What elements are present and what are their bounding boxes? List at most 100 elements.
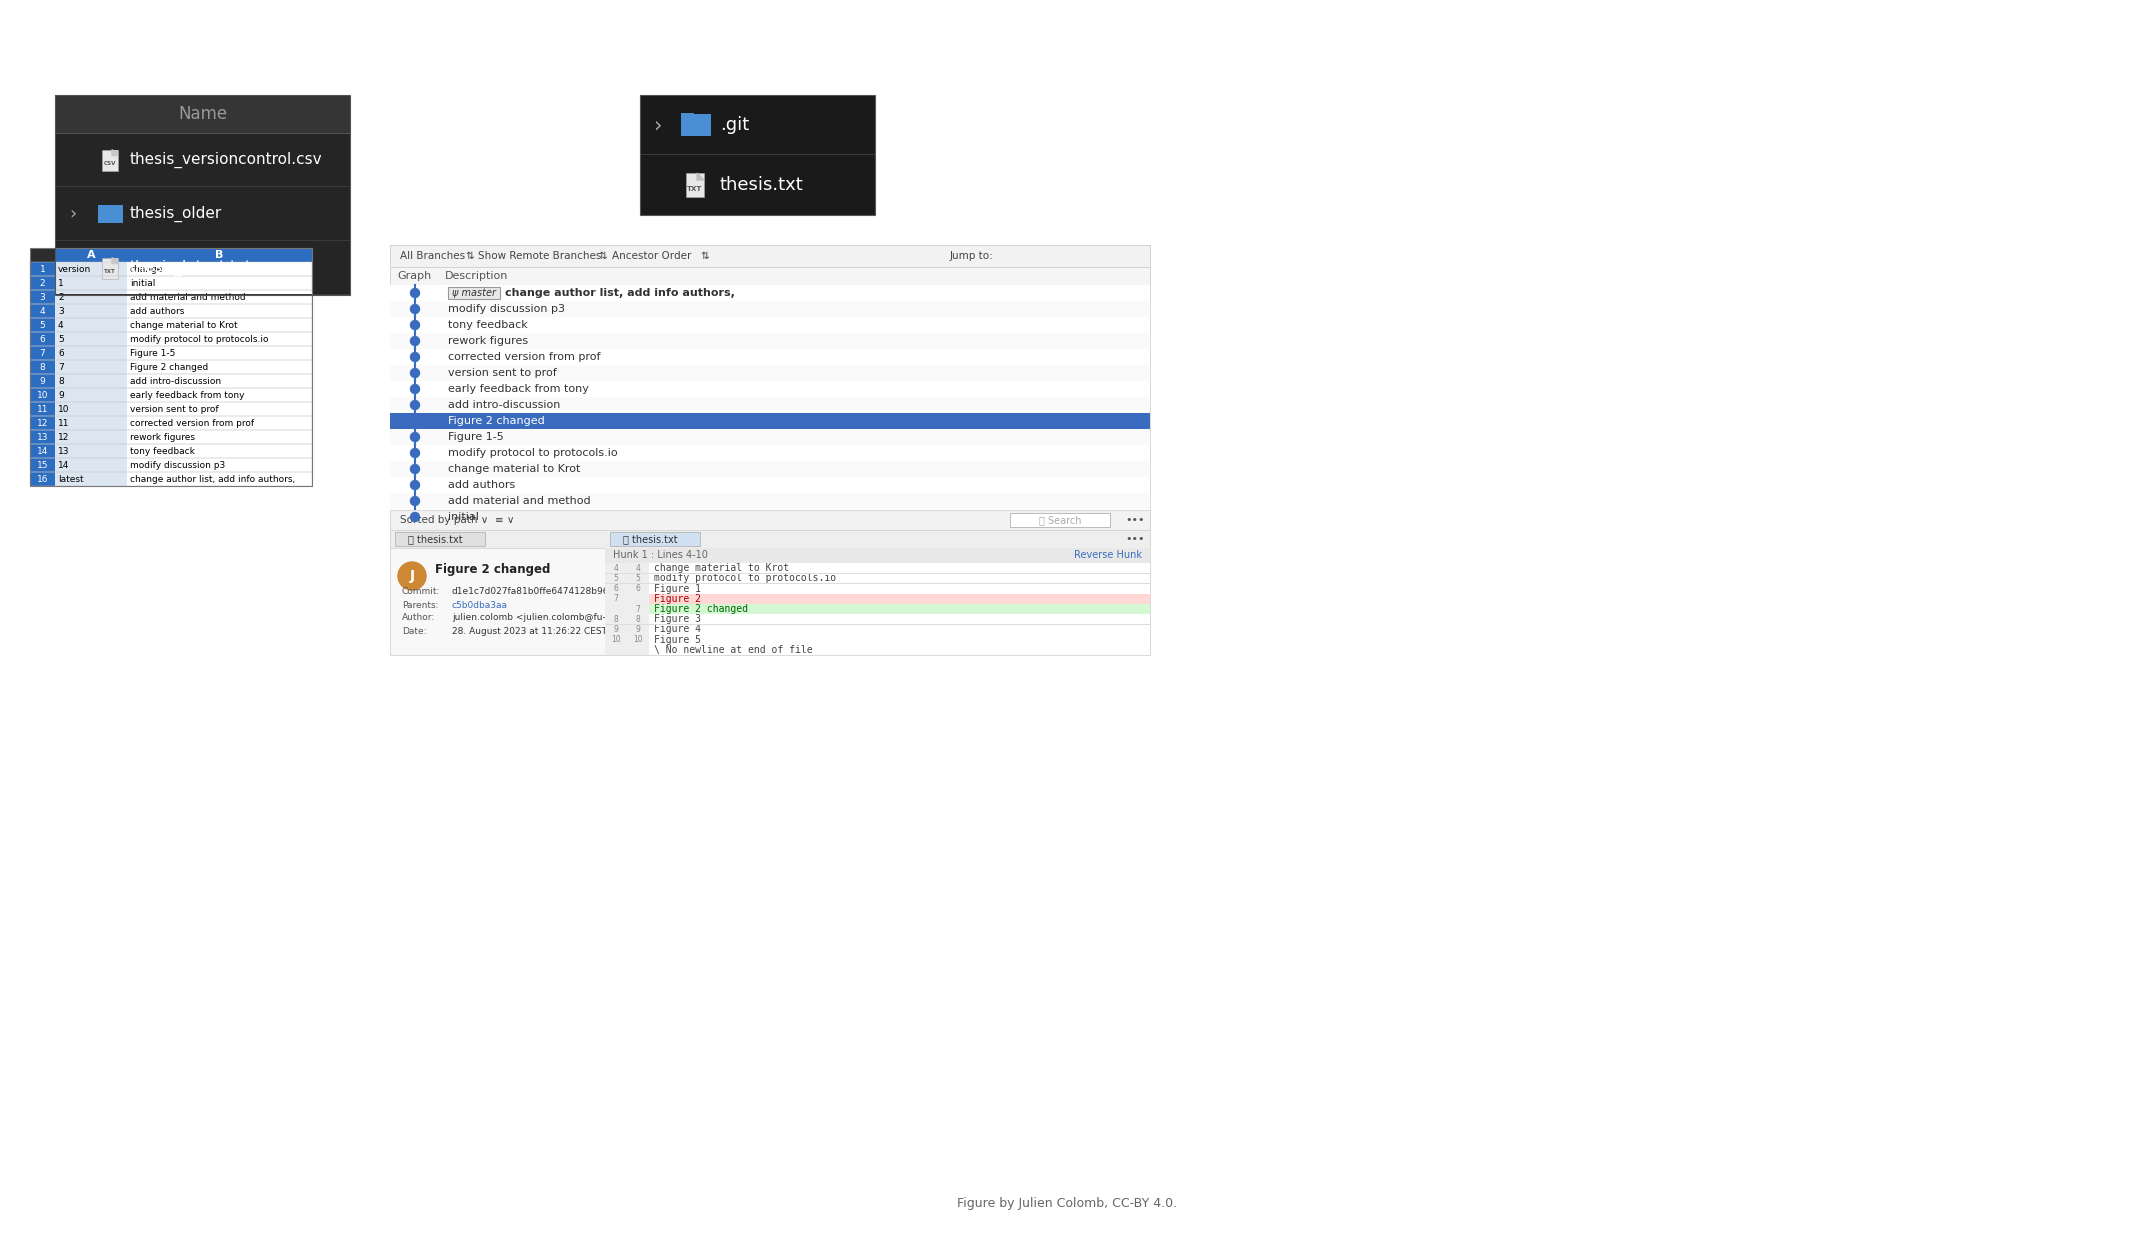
Bar xyxy=(628,594,649,603)
Circle shape xyxy=(410,353,418,362)
Bar xyxy=(126,429,312,444)
Text: rework figures: rework figures xyxy=(130,432,194,442)
Bar xyxy=(126,402,312,416)
Bar xyxy=(30,276,312,290)
Text: tony feedback: tony feedback xyxy=(130,447,194,455)
Bar xyxy=(628,574,649,584)
Circle shape xyxy=(410,448,418,458)
Polygon shape xyxy=(696,173,705,180)
Bar xyxy=(604,615,628,624)
Bar xyxy=(604,563,628,574)
Text: 8: 8 xyxy=(636,615,640,623)
Text: thesis.txt: thesis.txt xyxy=(719,176,803,194)
Bar xyxy=(98,205,109,209)
Text: ⇅: ⇅ xyxy=(598,251,606,262)
Bar xyxy=(56,444,126,458)
Text: 14: 14 xyxy=(36,447,49,455)
Text: 10: 10 xyxy=(611,636,621,644)
Bar xyxy=(30,444,312,458)
Text: add material and method: add material and method xyxy=(130,292,246,301)
Bar xyxy=(391,445,1151,462)
Text: Figure 4: Figure 4 xyxy=(653,624,700,634)
Text: Graph: Graph xyxy=(397,271,431,281)
Text: Reverse Hunk: Reverse Hunk xyxy=(1074,550,1142,560)
Text: 13: 13 xyxy=(36,432,49,442)
Bar xyxy=(1010,513,1110,527)
Bar xyxy=(111,258,117,264)
Bar xyxy=(30,387,312,402)
Text: Name: Name xyxy=(177,105,226,123)
Text: change: change xyxy=(130,264,164,274)
Circle shape xyxy=(410,337,418,346)
Text: Ancestor Order: Ancestor Order xyxy=(613,251,692,262)
Bar xyxy=(126,290,312,304)
Bar xyxy=(391,429,1151,445)
Text: change material to Krot: change material to Krot xyxy=(448,464,581,474)
Circle shape xyxy=(410,385,418,394)
Bar xyxy=(56,402,126,416)
Text: 5: 5 xyxy=(58,334,64,343)
Bar xyxy=(628,624,649,634)
Bar xyxy=(448,288,500,299)
Text: 1: 1 xyxy=(58,279,64,288)
Text: •••: ••• xyxy=(1125,515,1144,524)
Bar xyxy=(126,374,312,387)
Text: 6: 6 xyxy=(58,348,64,358)
Bar xyxy=(126,360,312,374)
Bar xyxy=(604,645,628,655)
Bar xyxy=(391,478,1151,494)
Bar xyxy=(30,429,56,444)
Text: 3: 3 xyxy=(58,306,64,316)
Text: 📄 thesis.txt: 📄 thesis.txt xyxy=(408,534,463,544)
Bar xyxy=(391,246,1151,267)
Bar xyxy=(628,603,649,615)
Bar xyxy=(126,471,312,486)
Bar xyxy=(56,262,126,276)
Bar xyxy=(604,548,1151,655)
Text: 7: 7 xyxy=(58,363,64,371)
Text: 3: 3 xyxy=(41,292,45,301)
Bar xyxy=(126,262,312,276)
Bar xyxy=(30,471,56,486)
Bar xyxy=(30,332,312,346)
Bar xyxy=(56,304,126,318)
Bar xyxy=(604,645,1151,655)
Text: 10: 10 xyxy=(58,405,70,413)
Bar xyxy=(681,114,711,136)
Bar xyxy=(30,332,56,346)
Bar xyxy=(681,114,694,118)
Text: early feedback from tony: early feedback from tony xyxy=(130,390,246,400)
Bar xyxy=(628,615,649,624)
Bar xyxy=(56,290,126,304)
Circle shape xyxy=(410,432,418,442)
Text: corrected version from prof: corrected version from prof xyxy=(448,352,600,362)
Text: modify protocol to protocols.io: modify protocol to protocols.io xyxy=(130,334,269,343)
Text: change author list, add info authors,: change author list, add info authors, xyxy=(506,288,734,297)
Text: 9: 9 xyxy=(636,624,640,634)
Circle shape xyxy=(410,369,418,378)
Text: .git: .git xyxy=(719,116,749,135)
Bar xyxy=(126,318,312,332)
Bar xyxy=(126,387,312,402)
Text: add authors: add authors xyxy=(448,480,515,490)
Text: ψ master: ψ master xyxy=(453,288,495,297)
Text: 6: 6 xyxy=(41,334,45,343)
Text: 9: 9 xyxy=(41,376,45,385)
Bar xyxy=(391,529,1151,548)
Bar xyxy=(628,584,649,594)
Text: 1: 1 xyxy=(41,264,45,274)
Text: 12: 12 xyxy=(36,418,49,427)
Text: c5b0dba3aa: c5b0dba3aa xyxy=(453,601,508,610)
Bar xyxy=(30,318,312,332)
Bar xyxy=(30,304,56,318)
Text: 8: 8 xyxy=(41,363,45,371)
Bar xyxy=(604,584,628,594)
Bar xyxy=(126,304,312,318)
Text: rework figures: rework figures xyxy=(448,336,527,346)
Bar xyxy=(56,318,126,332)
Text: 5: 5 xyxy=(636,574,640,582)
Bar xyxy=(611,532,700,545)
Bar xyxy=(604,594,1151,603)
Text: 11: 11 xyxy=(36,405,49,413)
Text: Hunk 1 : Lines 4-10: Hunk 1 : Lines 4-10 xyxy=(613,550,709,560)
